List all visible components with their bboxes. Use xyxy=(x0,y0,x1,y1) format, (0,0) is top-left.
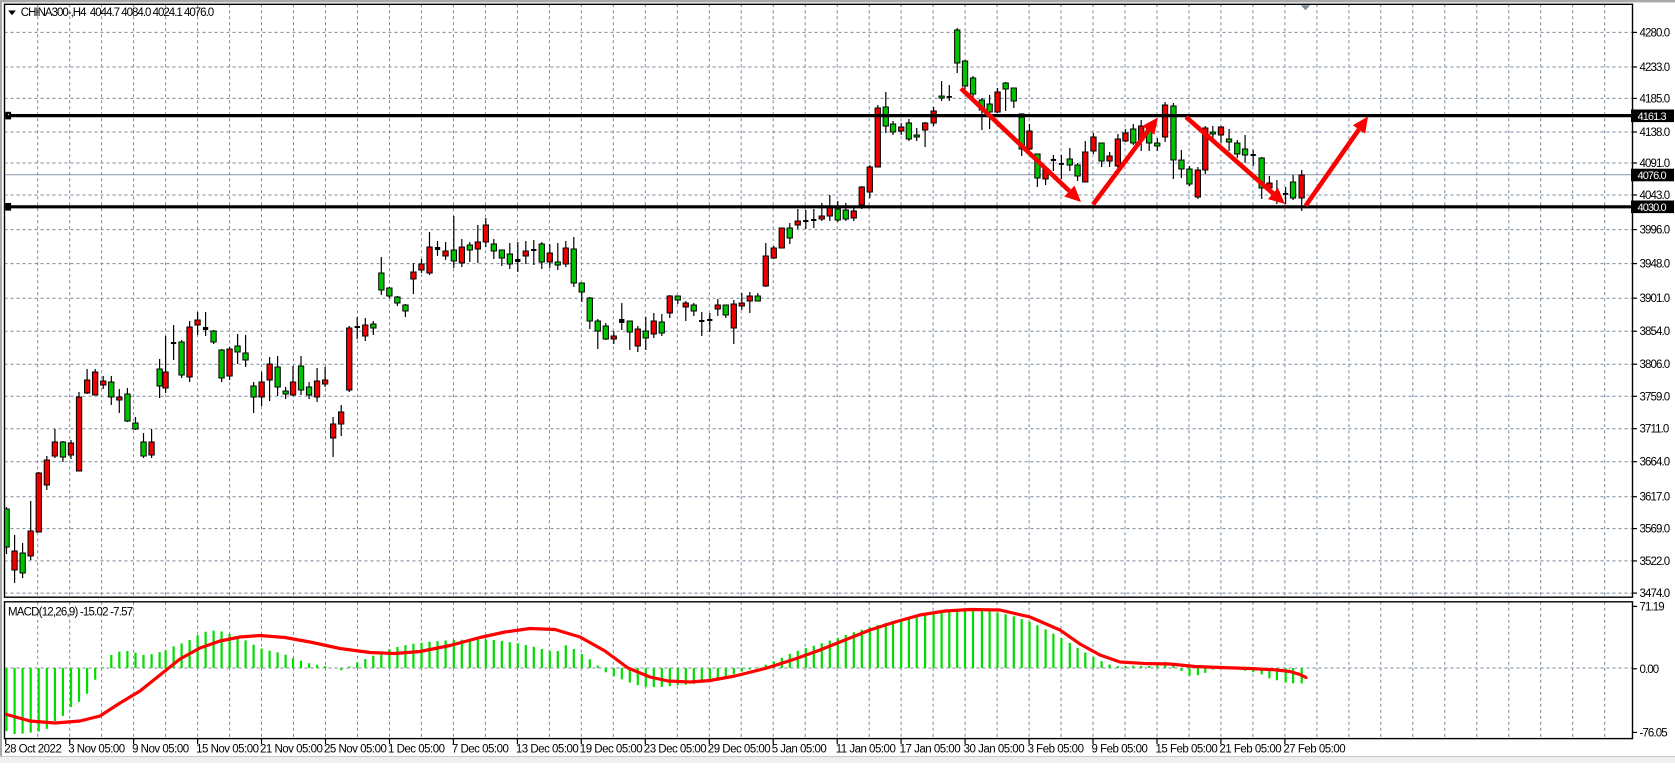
svg-text:3 Nov 05:00: 3 Nov 05:00 xyxy=(68,744,125,756)
svg-text:1 Dec 05:00: 1 Dec 05:00 xyxy=(388,744,445,756)
svg-text:3854.0: 3854.0 xyxy=(1640,326,1670,338)
svg-text:3806.0: 3806.0 xyxy=(1640,359,1670,371)
svg-text:3522.0: 3522.0 xyxy=(1640,556,1670,568)
svg-text:MACD(12,26,9) -15.02 -7.57: MACD(12,26,9) -15.02 -7.57 xyxy=(8,607,133,619)
svg-text:3948.0: 3948.0 xyxy=(1640,259,1670,271)
svg-text:3901.0: 3901.0 xyxy=(1640,293,1670,305)
svg-text:28 Oct 2022: 28 Oct 2022 xyxy=(4,744,61,756)
svg-text:29 Dec 05:00: 29 Dec 05:00 xyxy=(708,744,771,756)
svg-text:3 Feb 05:00: 3 Feb 05:00 xyxy=(1028,744,1084,756)
svg-text:3996.0: 3996.0 xyxy=(1640,225,1670,237)
svg-text:7 Dec 05:00: 7 Dec 05:00 xyxy=(452,744,509,756)
svg-text:3711.0: 3711.0 xyxy=(1640,424,1669,436)
svg-text:4185.0: 4185.0 xyxy=(1640,93,1670,105)
svg-text:17 Jan 05:00: 17 Jan 05:00 xyxy=(900,744,961,756)
svg-text:4043.0: 4043.0 xyxy=(1640,190,1670,202)
svg-text:13 Dec 05:00: 13 Dec 05:00 xyxy=(516,744,579,756)
svg-text:27 Feb 05:00: 27 Feb 05:00 xyxy=(1283,744,1345,756)
svg-text:11 Jan 05:00: 11 Jan 05:00 xyxy=(836,744,896,756)
svg-text:15 Nov 05:00: 15 Nov 05:00 xyxy=(196,744,259,756)
svg-text:-76.05: -76.05 xyxy=(1640,727,1668,739)
svg-text:4233.0: 4233.0 xyxy=(1640,62,1670,74)
svg-text:9 Feb 05:00: 9 Feb 05:00 xyxy=(1092,744,1148,756)
svg-text:9 Nov 05:00: 9 Nov 05:00 xyxy=(132,744,189,756)
svg-text:25 Nov 05:00: 25 Nov 05:00 xyxy=(324,744,387,756)
svg-text:4161.3: 4161.3 xyxy=(1638,111,1667,123)
svg-text:5 Jan 05:00: 5 Jan 05:00 xyxy=(772,744,827,756)
svg-text:23 Dec 05:00: 23 Dec 05:00 xyxy=(644,744,707,756)
svg-text:19 Dec 05:00: 19 Dec 05:00 xyxy=(580,744,643,756)
svg-text:21 Nov 05:00: 21 Nov 05:00 xyxy=(260,744,323,756)
svg-text:CHINA300-,H4 4044.7 4084.0 40: CHINA300-,H4 4044.7 4084.0 4024.1 4076.0 xyxy=(21,7,214,19)
svg-text:21 Feb 05:00: 21 Feb 05:00 xyxy=(1219,744,1281,756)
svg-text:3617.0: 3617.0 xyxy=(1640,492,1670,504)
svg-text:4091.0: 4091.0 xyxy=(1640,158,1670,170)
svg-text:3474.0: 3474.0 xyxy=(1640,588,1670,600)
svg-text:4030.0: 4030.0 xyxy=(1638,202,1667,214)
svg-text:4076.0: 4076.0 xyxy=(1638,170,1667,182)
svg-text:3759.0: 3759.0 xyxy=(1640,391,1670,403)
svg-text:3569.0: 3569.0 xyxy=(1640,524,1670,536)
svg-text:30 Jan 05:00: 30 Jan 05:00 xyxy=(964,744,1025,756)
svg-text:4138.0: 4138.0 xyxy=(1640,127,1670,139)
svg-text:0.00: 0.00 xyxy=(1640,664,1659,676)
svg-text:71.19: 71.19 xyxy=(1640,601,1665,613)
svg-text:4280.0: 4280.0 xyxy=(1640,27,1670,39)
svg-text:3664.0: 3664.0 xyxy=(1640,457,1670,469)
svg-text:15 Feb 05:00: 15 Feb 05:00 xyxy=(1156,744,1218,756)
